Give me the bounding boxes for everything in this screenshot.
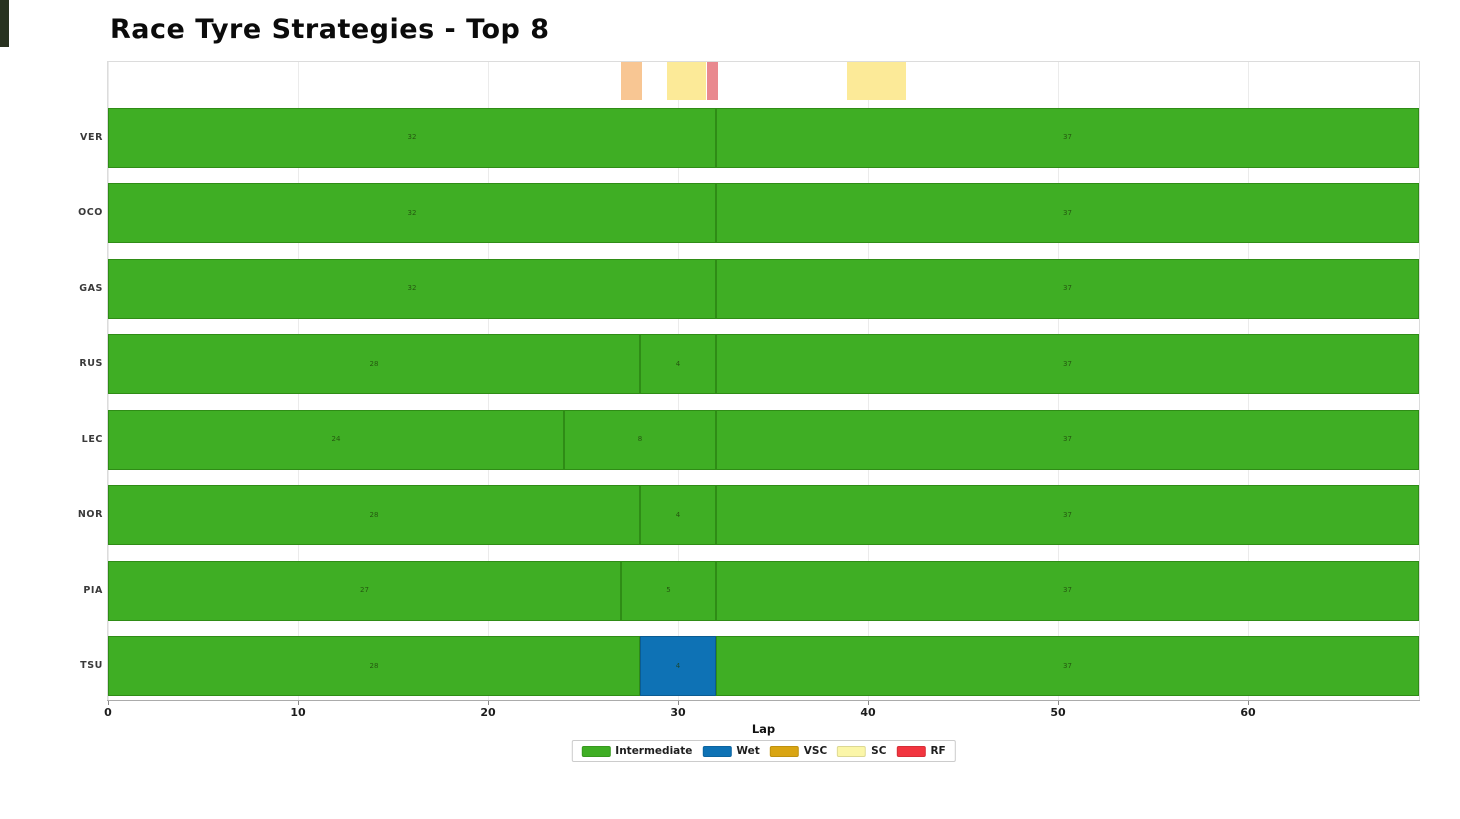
stint-laps-label: 28: [369, 359, 379, 368]
legend-item-intermediate: Intermediate: [581, 745, 692, 757]
stint-segment: 32: [108, 258, 716, 319]
legend-swatch-sc: [837, 745, 867, 757]
stint-segment: 32: [108, 183, 716, 243]
stint-laps-label: 4: [675, 510, 681, 519]
x-tick-mark: [1248, 701, 1249, 705]
x-axis-line: [107, 700, 1420, 701]
driver-label-rus: RUS: [79, 358, 103, 369]
stint-segment: 4: [640, 485, 716, 545]
driver-label-ver: VER: [80, 131, 103, 143]
race-control-band-sc: [666, 62, 707, 100]
x-tick-label: 50: [1050, 706, 1066, 719]
driver-label-oco: OCO: [78, 207, 103, 218]
legend-swatch-vsc: [769, 745, 799, 757]
stint-segment: 4: [640, 636, 716, 696]
legend-label: RF: [930, 745, 946, 757]
stint-segment: 5: [621, 560, 716, 621]
legend: Intermediate Wet VSC SC RF: [571, 740, 956, 762]
legend-item-vsc: VSC: [769, 745, 828, 757]
stint-laps-label: 37: [1063, 208, 1072, 217]
x-tick-mark: [678, 701, 679, 705]
stint-laps-label: 32: [407, 208, 417, 217]
stint-laps-label: 37: [1063, 133, 1072, 141]
driver-label-lec: LEC: [81, 433, 103, 445]
stint-segment: 37: [716, 183, 1419, 243]
stint-segment: 8: [564, 409, 716, 470]
x-axis-title: Lap: [751, 722, 776, 736]
legend-label: SC: [871, 745, 887, 757]
stint-segment: 37: [716, 560, 1419, 621]
stint-laps-label: 37: [1063, 586, 1072, 594]
legend-item-sc: SC: [837, 745, 886, 757]
stint-laps-label: 28: [369, 510, 379, 519]
race-control-band-vsc: [621, 62, 642, 100]
stint-laps-label: 28: [369, 661, 379, 670]
x-tick-label: 60: [1240, 706, 1256, 719]
driver-label-pia: PIA: [83, 584, 103, 596]
stint-laps-label: 5: [666, 586, 671, 594]
stint-segment: 37: [716, 334, 1419, 394]
stint-segment: 32: [108, 107, 716, 168]
stint-segment: 4: [640, 334, 716, 394]
x-tick-mark: [1058, 701, 1059, 705]
stint-segment: 37: [716, 485, 1419, 545]
chart-title: Race Tyre Strategies - Top 8: [110, 14, 550, 45]
stint-segment: 24: [108, 409, 564, 470]
legend-swatch-rf: [896, 745, 926, 757]
stint-segment: 28: [108, 334, 640, 394]
stint-laps-label: 37: [1063, 359, 1072, 368]
stint-segment: 28: [108, 636, 640, 696]
stint-laps-label: 8: [637, 435, 643, 443]
legend-swatch-intermediate: [581, 745, 611, 757]
stint-laps-label: 32: [407, 284, 417, 292]
x-tick-mark: [868, 701, 869, 705]
legend-item-wet: Wet: [702, 745, 760, 757]
x-tick-mark: [488, 701, 489, 705]
stint-laps-label: 37: [1063, 435, 1072, 443]
driver-label-gas: GAS: [79, 282, 103, 294]
legend-label: Intermediate: [615, 745, 693, 757]
x-tick-mark: [108, 701, 109, 705]
stint-segment: 37: [716, 636, 1419, 696]
legend-label: VSC: [803, 745, 828, 757]
stint-laps-label: 37: [1063, 284, 1072, 292]
x-tick-label: 40: [860, 706, 876, 719]
driver-label-nor: NOR: [77, 509, 103, 520]
race-control-band-rf: [706, 62, 718, 100]
stint-segment: 28: [108, 485, 640, 545]
x-tick-label: 30: [670, 706, 686, 719]
stint-laps-label: 24: [331, 435, 341, 443]
legend-item-rf: RF: [896, 745, 946, 757]
stint-segment: 27: [108, 560, 621, 621]
driver-label-tsu: TSU: [80, 660, 103, 671]
x-tick-label: 10: [290, 706, 306, 719]
stint-segment: 37: [716, 409, 1419, 470]
stint-laps-label: 32: [407, 133, 417, 141]
stint-laps-label: 4: [675, 661, 681, 670]
legend-label: Wet: [736, 745, 760, 757]
stint-laps-label: 27: [360, 586, 369, 594]
stint-laps-label: 37: [1063, 510, 1072, 519]
x-tick-label: 0: [104, 706, 112, 719]
stint-laps-label: 37: [1063, 661, 1072, 670]
stint-laps-label: 4: [675, 359, 681, 368]
stint-segment: 37: [716, 258, 1419, 319]
race-control-band-sc: [847, 62, 906, 100]
x-tick-mark: [298, 701, 299, 705]
legend-swatch-wet: [702, 745, 732, 757]
screen-edge-artifact: [0, 0, 9, 47]
stint-segment: 37: [716, 107, 1419, 168]
x-tick-label: 20: [480, 706, 496, 719]
